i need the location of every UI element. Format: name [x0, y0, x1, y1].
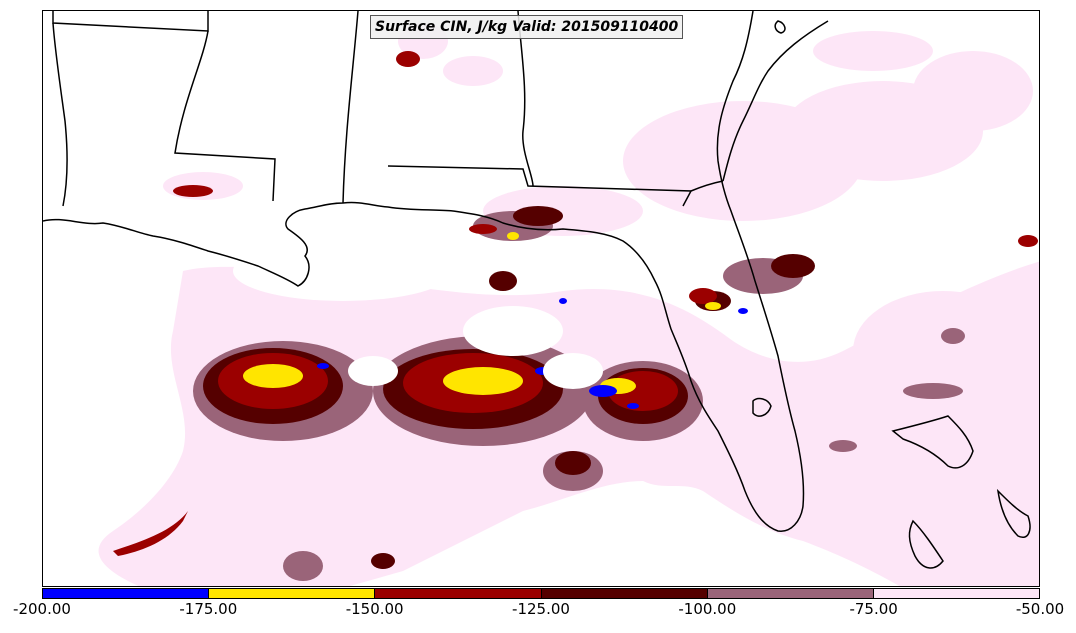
map-title: Surface CIN, J/kg Valid: 201509110400	[370, 15, 684, 39]
colorbar-tick-label: -100.00	[678, 600, 737, 618]
colorbar-tick-label: -125.00	[512, 600, 570, 618]
colorbar	[42, 588, 1040, 599]
colorbar-segment	[375, 589, 542, 598]
colorbar-segment	[873, 589, 1040, 598]
colorbar-segment	[541, 589, 708, 598]
colorbar-tick-label: -75.00	[849, 600, 898, 618]
colorbar-segment	[209, 589, 376, 598]
coastlines-and-borders	[43, 11, 1031, 569]
map-panel	[42, 10, 1040, 587]
colorbar-tick-label: -200.00	[13, 600, 71, 618]
cin-field-light	[98, 23, 1039, 586]
colorbar-tick-label: -50.00	[1015, 600, 1065, 618]
cin-clear-areas	[233, 241, 603, 389]
colorbar-segment	[43, 589, 210, 598]
colorbar-tick-label: -175.00	[179, 600, 238, 618]
colorbar-tick-label: -150.00	[345, 600, 404, 618]
colorbar-labels: -200.00 -175.00 -150.00 -125.00 -100.00 -75.0…	[0, 600, 1076, 630]
map-canvas	[43, 11, 1039, 586]
colorbar-segment	[707, 589, 874, 598]
